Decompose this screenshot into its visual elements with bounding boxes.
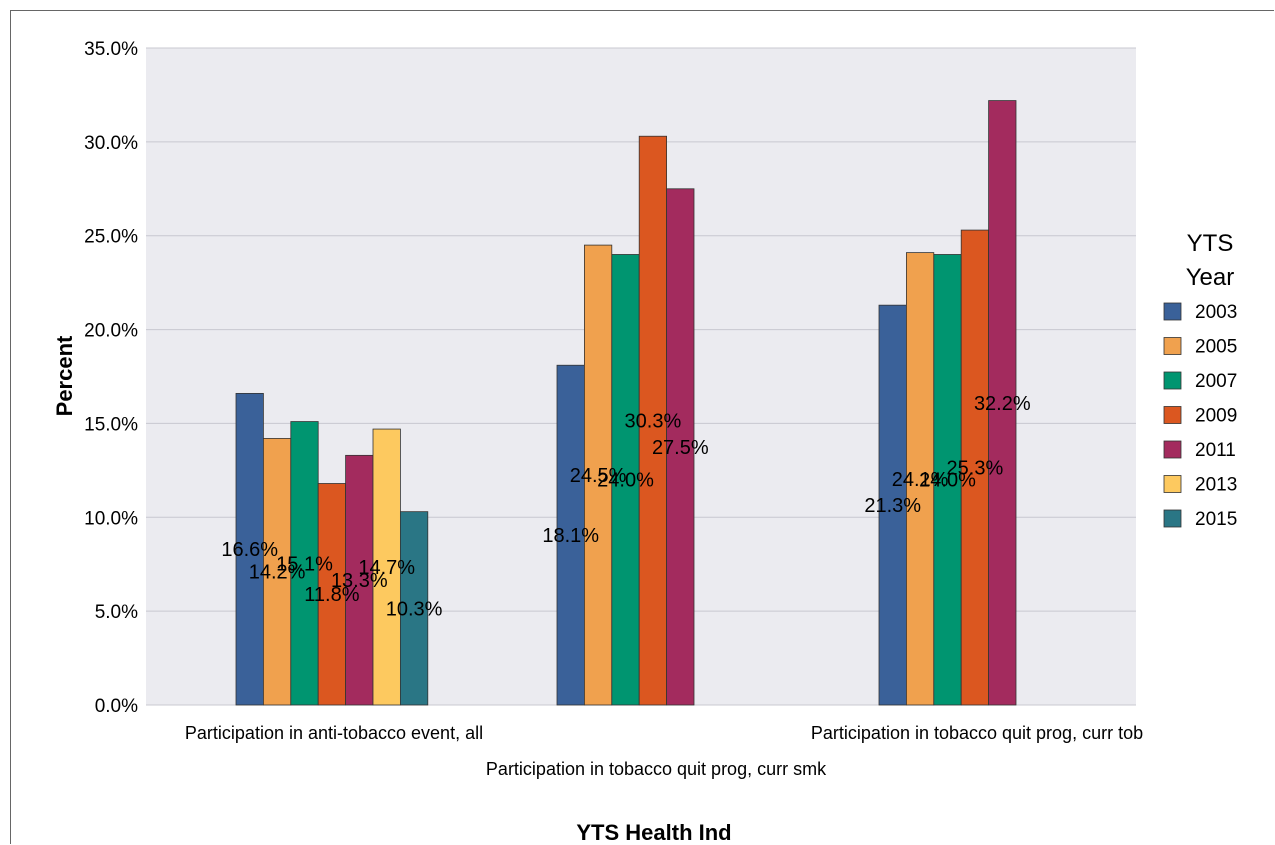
y-tick-label: 20.0% [84, 321, 138, 342]
bar [262, 438, 292, 706]
bar [988, 100, 1017, 706]
bar-labels: 16.6%14.2%15.1% 11.8%13.3%14.7% 10.3% 18.1%… [221, 393, 1031, 621]
bar-value-label: 18.1% [542, 525, 599, 547]
legend-title: YTS [1187, 230, 1234, 257]
x-tick-label: Participation in anti-tobacco event, all [185, 723, 483, 743]
x-axis-ticks: Participation in anti-tobacco event, all… [185, 723, 1143, 779]
bar [556, 364, 585, 706]
legend-swatch [1163, 337, 1182, 355]
y-tick-label: 25.0% [84, 227, 138, 248]
x-tick-label: Participation in tobacco quit prog, curr… [486, 759, 827, 779]
y-axis-label: Percent [52, 335, 77, 416]
bar-value-label: 24.0% [597, 470, 654, 492]
bar [372, 428, 401, 706]
bar [906, 252, 935, 706]
bar [235, 392, 264, 706]
chart-frame [10, 10, 1274, 844]
bar [960, 229, 990, 706]
legend-label: 2003 [1195, 302, 1237, 323]
x-tick-label: Participation in tobacco quit prog, curr… [811, 723, 1143, 743]
legend-label: 2013 [1195, 475, 1237, 496]
y-axis-ticks: 0.0% 5.0% 10.0% 15.0% 20.0% 25.0% 30.0% 35.0% [84, 39, 138, 717]
bar [933, 254, 962, 706]
bar [638, 135, 668, 706]
legend-title: Year [1186, 264, 1235, 291]
bar-value-label: 21.3% [864, 495, 921, 517]
bar-value-label: 25.3% [947, 458, 1004, 480]
bar-value-label: 11.8% [304, 584, 359, 606]
y-tick-label: 0.0% [95, 696, 138, 717]
bar-value-label: 10.3% [386, 598, 443, 620]
bar [611, 254, 640, 706]
bars [235, 100, 1017, 706]
bar-value-label: 24.0% [919, 470, 976, 492]
bar-value-label: 14.7% [358, 557, 415, 579]
legend-swatch [1163, 440, 1182, 459]
x-axis-label: YTS Health Ind [576, 820, 731, 845]
bar [399, 511, 429, 706]
y-tick-label: 15.0% [84, 414, 138, 435]
legend-label: 2005 [1195, 337, 1237, 358]
y-tick-label: 5.0% [95, 602, 138, 623]
legend-swatch [1163, 302, 1182, 321]
legend-swatch [1163, 371, 1182, 390]
bar-value-label: 13.3% [331, 570, 388, 592]
bar [345, 454, 374, 706]
bar-value-label: 27.5% [652, 437, 709, 459]
legend-label: 2011 [1195, 440, 1236, 461]
bar-value-label: 24.1% [892, 469, 949, 491]
bar-value-label: 14.2% [249, 562, 306, 584]
legend-label: 2009 [1195, 406, 1237, 427]
bar-value-label: 15.1% [276, 553, 333, 575]
bar [584, 244, 613, 706]
legend-label: 2007 [1195, 371, 1237, 392]
bar [878, 304, 907, 706]
legend: YTS Year 2003 2005 2007 2009 2011 2013 2015 [1163, 230, 1237, 530]
bar-value-label: 32.2% [974, 393, 1031, 415]
y-tick-label: 10.0% [84, 508, 138, 529]
y-tick-label: 35.0% [84, 39, 138, 60]
bar [666, 188, 695, 706]
legend-swatch [1163, 475, 1182, 493]
bar-value-label: 16.6% [221, 539, 278, 561]
legend-swatch [1163, 509, 1182, 528]
legend-label: 2015 [1195, 509, 1237, 530]
bar [290, 421, 319, 706]
bar-value-label: 24.5% [570, 465, 627, 487]
y-tick-label: 30.0% [84, 133, 138, 154]
bar [317, 483, 347, 706]
legend-swatch [1163, 406, 1182, 424]
bar-value-label: 30.3% [625, 411, 682, 433]
